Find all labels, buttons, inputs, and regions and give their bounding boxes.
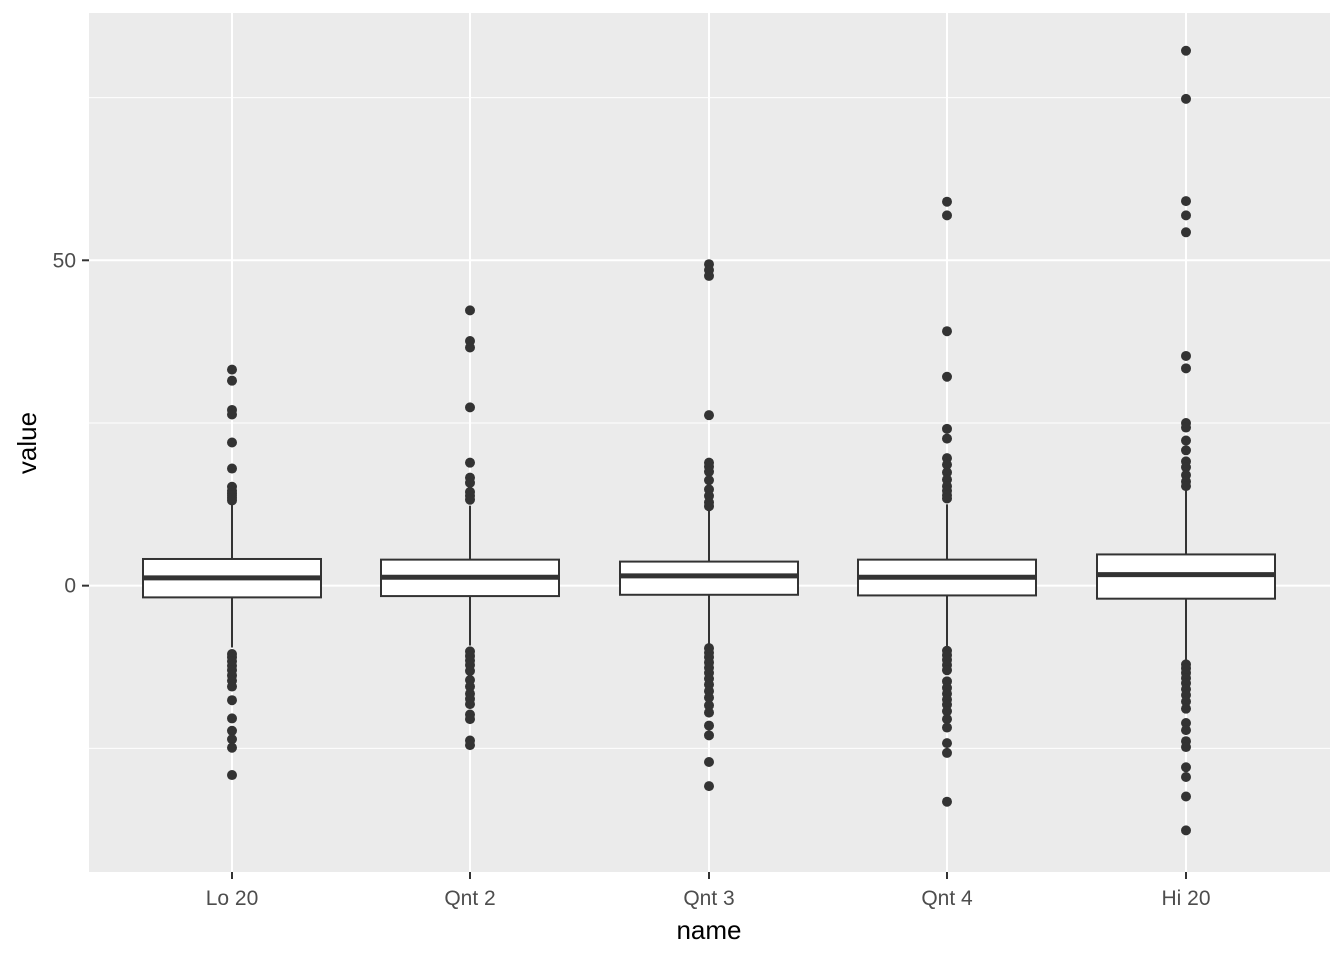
outlier-point <box>1181 717 1191 728</box>
outlier-point <box>1181 363 1191 374</box>
outlier-point <box>227 742 237 753</box>
outlier-point <box>465 699 475 710</box>
outlier-point <box>704 757 714 768</box>
outlier-point <box>1181 825 1191 836</box>
outlier-point <box>465 342 475 353</box>
outlier-point <box>1181 445 1191 456</box>
outlier-point <box>942 210 952 221</box>
box-group <box>142 364 322 781</box>
outlier-point <box>1181 93 1191 104</box>
outlier-point <box>942 665 952 676</box>
x-axis-title: name <box>676 915 741 945</box>
x-tick-label: Qnt 4 <box>921 887 973 910</box>
outlier-point <box>1181 696 1191 707</box>
outlier-point <box>1181 227 1191 238</box>
outlier-point <box>1181 703 1191 714</box>
outlier-point <box>465 714 475 725</box>
outlier-point <box>704 466 714 477</box>
x-tick-label: Hi 20 <box>1161 887 1210 910</box>
outlier-point <box>704 781 714 792</box>
outlier-point <box>942 459 952 470</box>
box-group <box>380 305 560 751</box>
outlier-point <box>942 423 952 434</box>
outlier-point <box>1181 742 1191 753</box>
outlier-point <box>1181 725 1191 736</box>
outlier-point <box>227 770 237 781</box>
outlier-point <box>704 501 714 512</box>
outlier-point <box>465 665 475 676</box>
outlier-point <box>227 463 237 474</box>
outlier-point <box>942 467 952 478</box>
outlier-point <box>227 437 237 448</box>
y-tick-label: 50 <box>53 249 76 272</box>
outlier-point <box>465 740 475 751</box>
outlier-point <box>942 706 952 717</box>
outlier-point <box>942 722 952 733</box>
outlier-point <box>942 196 952 207</box>
outlier-point <box>227 409 237 420</box>
outlier-point <box>942 714 952 725</box>
outlier-point <box>704 700 714 711</box>
outlier-point <box>1181 481 1191 492</box>
outlier-point <box>942 747 952 758</box>
box-group <box>857 196 1037 807</box>
outlier-point <box>465 477 475 488</box>
outlier-point <box>227 375 237 386</box>
outlier-point <box>942 796 952 807</box>
outlier-point <box>704 720 714 731</box>
outlier-point <box>704 410 714 421</box>
outlier-point <box>465 402 475 413</box>
box-group <box>619 259 799 792</box>
boxes-layer <box>142 45 1276 836</box>
outlier-point <box>1181 196 1191 207</box>
outlier-point <box>942 738 952 749</box>
outlier-point <box>1181 771 1191 782</box>
outlier-point <box>227 725 237 736</box>
outlier-point <box>465 305 475 316</box>
outlier-point <box>227 695 237 706</box>
outlier-point <box>1181 422 1191 433</box>
x-tick-label: Qnt 3 <box>683 887 734 910</box>
x-axis: Lo 20 Qnt 2 Qnt 3 Qnt 4 Hi 20 <box>206 872 1211 910</box>
outlier-point <box>704 475 714 486</box>
outlier-point <box>1181 791 1191 802</box>
outlier-point <box>942 326 952 337</box>
outlier-point <box>227 495 237 506</box>
outlier-point <box>1181 210 1191 221</box>
y-tick-label: 0 <box>64 575 76 598</box>
outlier-point <box>227 364 237 375</box>
outlier-point <box>1181 762 1191 773</box>
x-tick-label: Qnt 2 <box>444 887 495 910</box>
y-axis: 0 50 <box>53 249 89 598</box>
x-tick-label: Lo 20 <box>206 887 259 910</box>
outlier-point <box>1181 435 1191 446</box>
outlier-point <box>465 457 475 468</box>
outlier-point <box>942 371 952 382</box>
outlier-point <box>227 713 237 724</box>
outlier-point <box>227 681 237 692</box>
outlier-point <box>465 494 475 505</box>
y-axis-title: value <box>12 412 42 474</box>
outlier-point <box>704 730 714 741</box>
outlier-point <box>704 692 714 703</box>
box-group <box>1096 45 1276 836</box>
outlier-point <box>704 707 714 718</box>
outlier-point <box>942 493 952 504</box>
outlier-point <box>1181 462 1191 473</box>
outlier-point <box>704 270 714 281</box>
outlier-point <box>1181 350 1191 361</box>
outlier-point <box>1181 45 1191 56</box>
outlier-point <box>465 681 475 692</box>
outlier-point <box>942 433 952 444</box>
outlier-point <box>227 734 237 745</box>
